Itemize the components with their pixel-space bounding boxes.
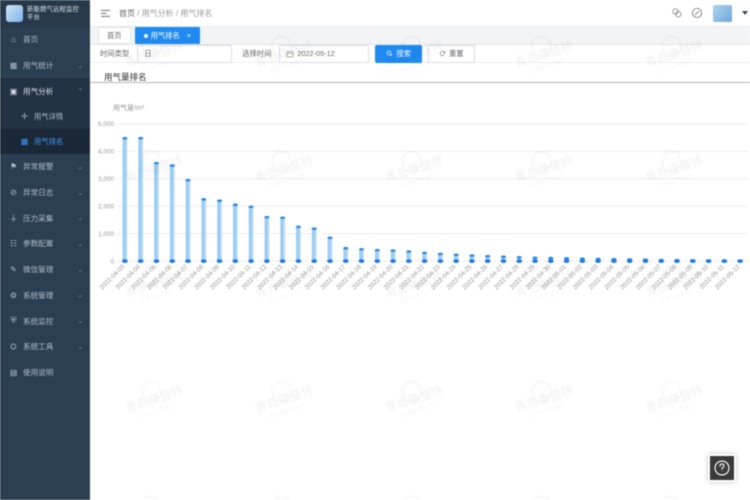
svg-text:5,000: 5,000: [98, 121, 114, 128]
svg-text:1,000: 1,000: [98, 231, 114, 238]
svg-text:用气量/m³: 用气量/m³: [113, 103, 145, 112]
svg-text:2,000: 2,000: [98, 204, 114, 211]
svg-text:3,000: 3,000: [98, 176, 114, 183]
svg-text:4,000: 4,000: [98, 149, 114, 156]
svg-text:0: 0: [110, 258, 114, 265]
